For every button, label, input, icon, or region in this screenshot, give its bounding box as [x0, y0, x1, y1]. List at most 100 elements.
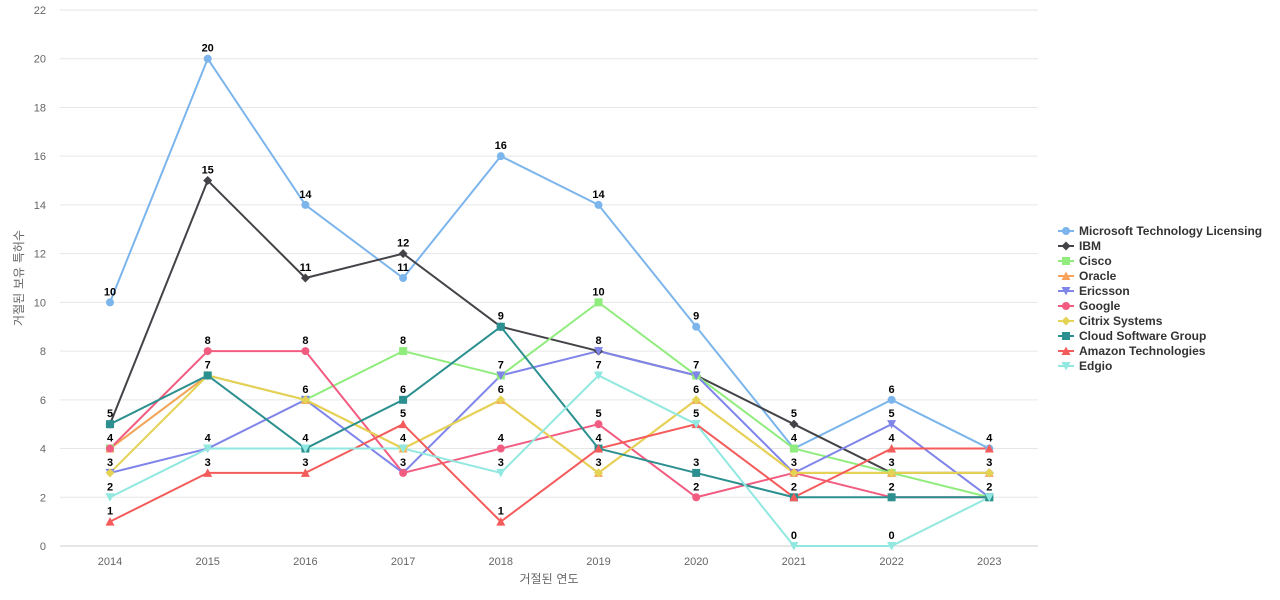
series-line-microsoft-technology-licensing: [109, 57, 990, 450]
data-label: 5: [693, 408, 699, 420]
data-point-citrix-systems: [594, 468, 603, 478]
legend-label: Cisco: [1079, 254, 1112, 268]
data-label: 6: [693, 384, 699, 396]
legend-item-edgio[interactable]: Edgio: [1058, 359, 1112, 373]
data-label: 7: [595, 359, 601, 371]
data-label: 2: [986, 481, 992, 493]
y-tick-label: 10: [34, 297, 46, 309]
legend-item-oracle[interactable]: Oracle: [1058, 269, 1117, 283]
data-label: 9: [498, 311, 504, 323]
data-point-microsoft-technology-licensing: [301, 200, 310, 209]
series-line-cloud-software-group: [109, 325, 990, 499]
data-point-cloud-software-group: [496, 322, 505, 331]
legend-item-cloud-software-group[interactable]: Cloud Software Group: [1058, 329, 1206, 343]
markers-group: [105, 54, 994, 551]
x-tick-label: 2016: [293, 556, 317, 568]
legend-label: Cloud Software Group: [1079, 329, 1206, 343]
data-point-ericsson: [594, 347, 603, 356]
data-point-google: [106, 444, 114, 453]
data-point-microsoft-technology-licensing: [203, 54, 212, 63]
data-point-edgio: [105, 493, 115, 502]
y-tick-label: 16: [34, 151, 46, 163]
data-label: 4: [302, 433, 309, 445]
legend-item-google[interactable]: Google: [1058, 299, 1121, 313]
legend-item-citrix-systems[interactable]: Citrix Systems: [1058, 314, 1163, 328]
data-label: 7: [205, 359, 211, 371]
data-point-amazon-technologies: [105, 517, 115, 526]
data-point-cisco: [789, 444, 798, 453]
data-point-cloud-software-group: [692, 468, 701, 477]
legend-item-cisco[interactable]: Cisco: [1058, 254, 1112, 268]
data-point-google: [594, 420, 603, 429]
data-label: 9: [693, 311, 699, 323]
legend-label: Citrix Systems: [1079, 314, 1163, 328]
legend-label: Google: [1079, 299, 1121, 313]
data-point-microsoft-technology-licensing: [594, 200, 603, 209]
y-tick-label: 4: [40, 444, 46, 456]
data-label: 2: [107, 481, 113, 493]
data-point-ericsson: [496, 371, 506, 380]
data-label: 6: [400, 384, 406, 396]
y-axis-title: 거절된 보유 특허수: [12, 230, 26, 326]
legend-marker-icon: [1062, 257, 1070, 265]
legend-marker-icon: [1061, 271, 1071, 280]
data-point-edgio: [984, 493, 994, 502]
data-point-edgio: [300, 444, 310, 454]
legend-marker-icon: [1061, 241, 1071, 251]
y-tick-label: 8: [40, 346, 46, 358]
data-label: 2: [693, 481, 699, 493]
data-point-citrix-systems: [496, 395, 506, 405]
legend-item-ibm[interactable]: IBM: [1058, 239, 1101, 253]
legend-marker-icon: [1062, 332, 1070, 340]
data-label: 5: [595, 408, 601, 420]
data-point-microsoft-technology-licensing: [106, 298, 114, 307]
y-tick-label: 20: [34, 54, 46, 66]
data-point-citrix-systems: [300, 395, 310, 405]
data-label: 4: [791, 433, 798, 445]
legend-label: Microsoft Technology Licensing: [1079, 224, 1262, 238]
data-label: 3: [498, 457, 504, 469]
data-point-edgio: [691, 420, 701, 429]
data-point-ibm: [789, 419, 799, 429]
data-label: 10: [104, 286, 116, 298]
data-point-amazon-technologies: [203, 468, 213, 477]
x-tick-label: 2015: [195, 556, 219, 568]
data-label: 8: [595, 335, 601, 347]
legend-item-microsoft-technology-licensing[interactable]: Microsoft Technology Licensing: [1058, 224, 1262, 238]
legend-label: Amazon Technologies: [1079, 344, 1206, 358]
data-label: 1: [107, 506, 113, 518]
y-tick-label: 22: [34, 5, 46, 17]
legend-label: Edgio: [1079, 359, 1112, 373]
x-axis-title: 거절된 연도: [519, 572, 578, 586]
data-point-cloud-software-group: [106, 420, 114, 429]
data-label: 6: [889, 384, 895, 396]
data-label: 7: [498, 359, 504, 371]
data-label: 7: [693, 359, 699, 371]
data-label: 4: [107, 433, 114, 445]
data-point-amazon-technologies: [789, 492, 799, 502]
data-point-citrix-systems: [984, 468, 994, 478]
legend-marker-icon: [1062, 302, 1070, 310]
data-label: 3: [791, 457, 797, 469]
data-label: 4: [400, 433, 407, 445]
data-point-google: [399, 468, 408, 477]
legend-item-ericsson[interactable]: Ericsson: [1058, 284, 1130, 298]
legend-item-amazon-technologies[interactable]: Amazon Technologies: [1058, 344, 1206, 358]
y-tick-label: 18: [34, 102, 46, 114]
y-tick-label: 12: [34, 249, 46, 261]
legend-marker-icon: [1061, 346, 1071, 355]
data-label: 14: [299, 189, 312, 201]
data-labels-group: 1054321201587431411864312118654316976431…: [104, 43, 993, 542]
data-label: 4: [889, 433, 896, 445]
data-point-google: [301, 347, 310, 356]
data-label: 2: [889, 481, 895, 493]
data-label: 15: [202, 165, 214, 177]
data-point-amazon-technologies: [300, 468, 310, 477]
x-tick-label: 2018: [489, 556, 513, 568]
data-point-edgio: [789, 542, 799, 551]
data-label: 10: [592, 286, 604, 298]
data-label: 6: [498, 384, 504, 396]
data-label: 14: [592, 189, 605, 201]
series-line-amazon-technologies: [109, 423, 990, 523]
legend-label: Oracle: [1079, 269, 1117, 283]
